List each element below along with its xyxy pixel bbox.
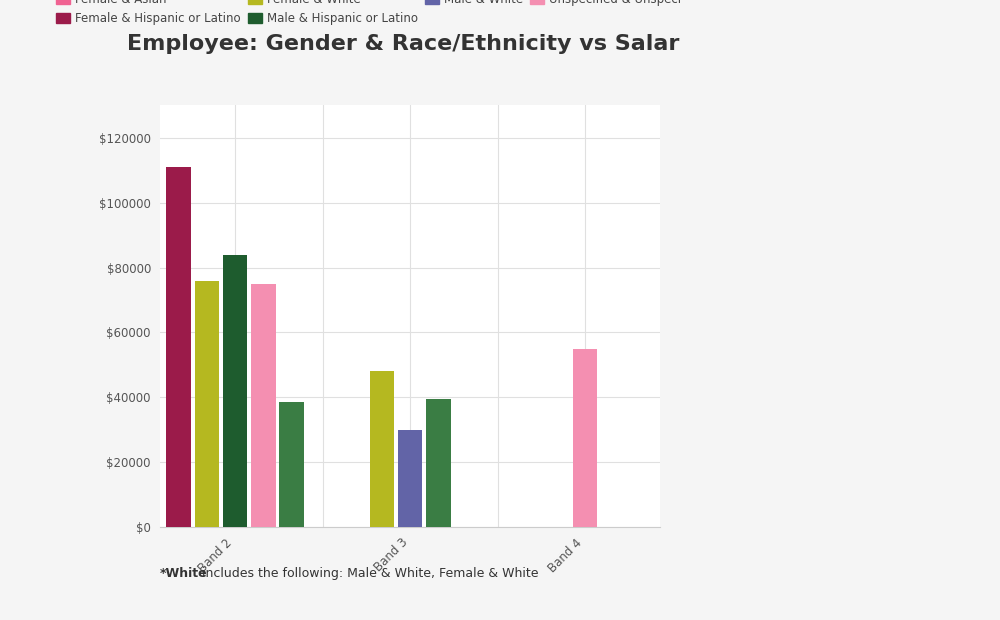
Bar — [573, 348, 597, 527]
Bar — [194, 280, 219, 527]
Bar — [166, 167, 191, 527]
Bar — [426, 399, 450, 527]
Text: includes the following: Male & White, Female & White: includes the following: Male & White, Fe… — [198, 567, 538, 580]
Bar — [370, 371, 394, 527]
Bar — [251, 284, 276, 527]
Bar — [223, 255, 247, 527]
Bar — [279, 402, 304, 527]
Legend: Female & Asian, Female & Hispanic or Latino, Female & White, Male & Hispanic or : Female & Asian, Female & Hispanic or Lat… — [56, 0, 764, 25]
Bar — [398, 430, 422, 527]
Title: Employee: Gender & Race/Ethnicity vs Salary: Employee: Gender & Race/Ethnicity vs Sal… — [127, 34, 693, 54]
Text: *White: *White — [160, 567, 208, 580]
